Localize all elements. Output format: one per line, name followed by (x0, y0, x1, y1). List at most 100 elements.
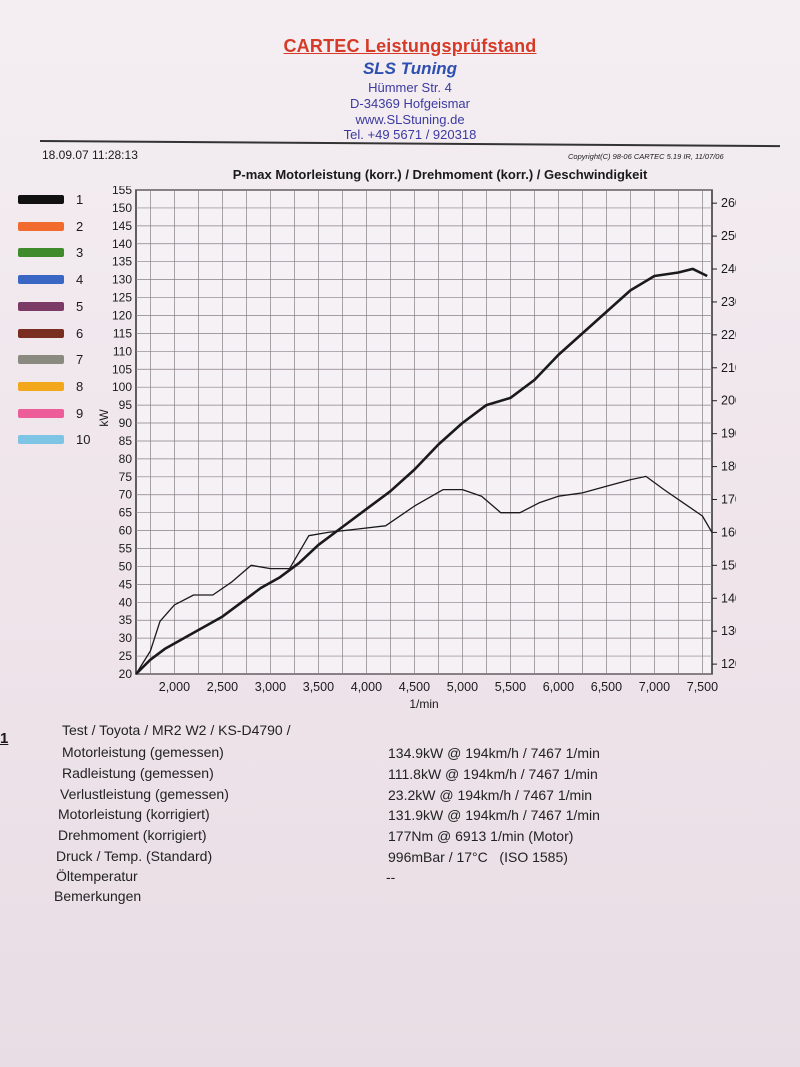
report-row-value: 996mBar / 17°C (ISO 1585) (388, 849, 568, 865)
y-right-tick-label: 180 (721, 460, 736, 474)
legend-label: 9 (76, 405, 84, 421)
legend-item: 1 (14, 190, 104, 210)
y-left-tick-label: 65 (119, 506, 133, 520)
report-row-value: 134.9kW @ 194km/h / 7467 1/min (388, 745, 600, 761)
y-left-tick-label: 155 (112, 186, 132, 197)
legend-label: 5 (76, 298, 84, 314)
y-right-tick-label: 220 (721, 328, 736, 342)
y-left-tick-label: 105 (112, 362, 132, 376)
header-subtitle: SLS Tuning (362, 59, 458, 78)
report-row-label: Bemerkungen (54, 888, 142, 904)
y-left-tick-label: 45 (119, 577, 133, 591)
address-street: Hümmer Str. 4 (368, 80, 452, 95)
y-left-tick-label: 85 (119, 434, 133, 448)
legend-swatch (18, 221, 64, 231)
x-tick-label: 6,000 (543, 680, 574, 694)
y-right-tick-label: 200 (721, 394, 736, 408)
legend-swatch (18, 275, 64, 285)
report-row-label: Drehmoment (korrigiert) (58, 827, 207, 843)
legend-label: 2 (76, 218, 84, 234)
y-left-tick-label: 125 (112, 291, 132, 305)
y-left-tick-label: 140 (112, 237, 132, 251)
legend-swatch (18, 301, 64, 311)
legend-swatch (18, 408, 64, 418)
dyno-chart: 20 25 30 35 40 45 50 55 60 65 70 75 80 85 90 95 100 105 11… (97, 186, 736, 711)
report-row-value: 177Nm @ 6913 1/min (Motor) (388, 828, 574, 844)
x-tick-label: 5,500 (495, 680, 526, 694)
report-row-label: Motorleistung (gemessen) (62, 744, 224, 760)
legend-label: 7 (76, 352, 84, 368)
test-label: Test / Toyota / MR2 W2 / KS-D4790 / (62, 722, 291, 738)
report-number: 1 (0, 730, 9, 747)
y-right-tick-label: 210 (721, 361, 736, 375)
y-left-tick-label: 120 (112, 308, 132, 322)
copyright-text: Copyright(C) 98-06 CARTEC 5.19 IR, 11/07… (568, 152, 724, 161)
y-left-tick-label: 150 (112, 201, 132, 215)
report-row-label: Verlustleistung (gemessen) (60, 786, 229, 802)
legend-label: 1 (76, 192, 84, 207)
legend-label: 3 (76, 245, 84, 261)
y-left-tick-label: 100 (112, 380, 132, 394)
legend-swatch (18, 355, 64, 365)
y-right-tick-label: 190 (721, 427, 736, 441)
y-right-tick-label: 230 (721, 295, 736, 309)
y-right-tick-label: 160 (721, 525, 736, 539)
x-tick-label: 3,000 (255, 680, 286, 694)
y-right-tick-label: 120 (721, 657, 736, 671)
x-tick-label: 5,000 (447, 680, 478, 694)
y-left-tick-label: 90 (119, 416, 133, 430)
x-tick-label: 4,500 (399, 680, 430, 694)
report-row-label: Druck / Temp. (Standard) (56, 848, 213, 864)
legend-swatch (18, 248, 64, 258)
report-row-value: 131.9kW @ 194km/h / 7467 1/min (388, 807, 600, 823)
legend-item: 10 (14, 430, 104, 450)
legend-swatch (18, 195, 64, 204)
x-tick-label: 2,000 (159, 680, 190, 694)
x-tick-label: 4,000 (351, 680, 382, 694)
print-datetime: 18.09.07 11:28:13 (42, 148, 138, 162)
torque-curve (135, 475, 713, 675)
y-right-tick-label: 140 (721, 591, 736, 605)
legend-item: 6 (14, 324, 104, 344)
legend-swatch (18, 435, 64, 445)
y-left-tick-label: 40 (119, 595, 133, 609)
y-left-tick-label: 135 (112, 255, 132, 269)
report-row-label: Motorleistung (korrigiert) (58, 806, 210, 822)
legend-item: 4 (14, 270, 104, 290)
x-tick-label: 7,000 (639, 680, 670, 694)
y-right-tick-label: 250 (721, 229, 736, 243)
y-right-tick-label: 240 (721, 262, 736, 276)
y-left-tick-label: 75 (119, 470, 133, 484)
y-right-tick-label: 170 (721, 492, 736, 506)
legend-item: 3 (14, 243, 104, 263)
x-tick-label: 6,500 (591, 680, 622, 694)
y-left-tick-label: 20 (119, 667, 133, 681)
legend-swatch (18, 328, 64, 338)
y-left-tick-label: 55 (119, 542, 133, 556)
x-tick-label: 3,500 (303, 680, 334, 694)
x-tick-label: 2,500 (207, 680, 238, 694)
report-row-label: Radleistung (gemessen) (62, 765, 214, 781)
header-title: CARTEC Leistungsprüfstand (283, 36, 537, 56)
y-left-tick-label: 70 (119, 488, 133, 502)
y-right-tick-label: 260 (721, 196, 736, 210)
legend-item: 7 (14, 350, 104, 370)
legend-label: 8 (76, 378, 84, 394)
y-left-tick-label: 95 (119, 398, 133, 412)
y-right-tick-label: 150 (721, 558, 736, 572)
y-left-tick-label: 30 (119, 631, 133, 645)
x-tick-label: 7,500 (687, 680, 718, 694)
report-row-value: -- (386, 869, 396, 885)
y-left-tick-label: 145 (112, 219, 132, 233)
y-left-tick-label: 25 (119, 649, 133, 663)
address-city: D-34369 Hofgeismar (350, 96, 470, 111)
y-left-tick-label: 110 (113, 344, 132, 358)
y-left-tick-label: 35 (119, 613, 133, 627)
legend-label: 6 (76, 325, 84, 341)
y-left-tick-label: 80 (119, 452, 133, 466)
website-text: www.SLStuning.de (355, 112, 465, 127)
y-left-tick-label: 60 (119, 524, 133, 538)
legend-item: 2 (14, 217, 104, 237)
legend-item: 9 (14, 404, 104, 424)
